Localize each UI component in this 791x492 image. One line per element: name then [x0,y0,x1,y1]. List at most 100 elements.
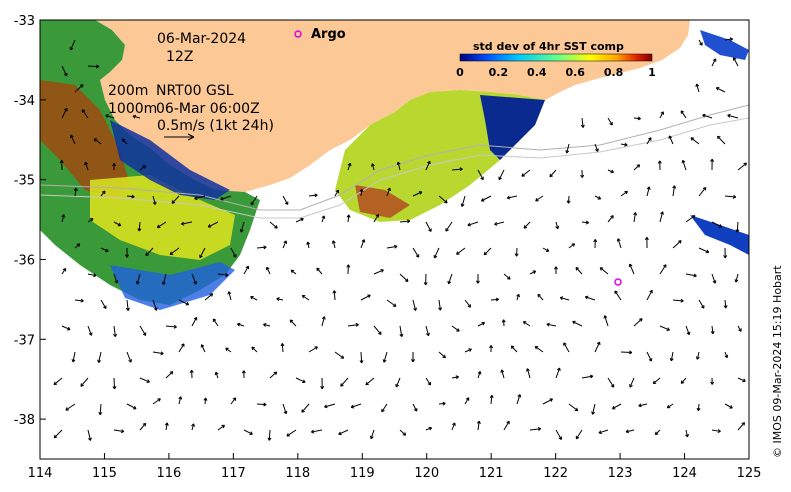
current-vector-head [729,405,733,409]
current-vector [494,221,505,225]
current-vector-head [178,396,183,400]
current-vector [629,263,635,275]
current-vector-head [80,84,84,88]
current-vector-head [717,135,721,140]
current-vector [347,214,350,223]
current-vector [464,348,472,353]
current-vector [477,420,480,431]
current-vector [585,296,596,301]
current-vector-head [565,150,570,154]
annotation-date: 06-Mar-2024 [157,31,246,47]
x-tick-label: 120 [414,466,439,481]
current-vector-head [220,196,224,201]
annotation-depth-200: 200m [108,83,148,99]
current-vector-head [105,114,109,118]
current-vector-head [442,401,446,406]
current-vector-head [84,161,88,166]
current-vector [316,267,323,275]
current-vector-head [735,229,740,233]
current-vector-head [395,383,399,388]
current-vector-head [413,408,418,412]
current-vector [567,195,570,204]
current-vector [61,65,68,77]
current-vector [737,325,742,332]
current-vector [290,269,297,275]
current-vector [607,117,613,126]
current-vector-head [589,374,594,379]
current-vector [61,268,67,275]
current-vector-head [301,409,305,413]
current-vector [477,322,485,327]
current-vector-head [742,378,746,383]
current-vector [373,214,379,223]
y-tick-label: -33 [14,14,35,29]
current-vector-head [614,290,618,294]
current-vector [61,214,65,223]
current-vector-head [445,228,449,232]
current-vector-head [169,371,174,375]
current-vector [451,325,460,332]
current-vector [724,403,733,409]
current-vector-head [89,218,94,222]
current-vector [672,299,684,302]
current-vector [53,377,63,385]
current-vector [697,403,700,411]
current-vector-head [132,114,136,119]
current-vector [165,325,177,328]
current-vector-head [571,243,576,247]
current-vector-head [114,280,119,284]
current-vector-head [693,273,697,278]
current-vector-head [467,304,472,308]
current-vector-head [117,222,122,227]
current-vector-head [105,248,109,253]
current-vector-head [415,254,420,258]
current-vector-head [413,307,417,311]
current-vector-head [475,280,480,284]
current-vector-head [715,86,720,91]
current-vector-head [249,431,253,435]
current-vector-head [646,186,651,190]
current-vector [646,137,652,145]
current-vector [100,299,107,309]
current-vector-head [710,330,715,335]
current-vector [126,351,132,363]
x-tick-label: 122 [543,466,568,481]
current-vector-head [743,162,748,167]
current-vector-head [180,221,185,226]
current-vector [698,299,705,309]
current-vector [100,247,109,252]
current-vector-head [411,359,415,363]
current-vector [620,143,628,146]
current-vector [126,299,129,311]
current-vector-head [680,298,684,303]
current-vector-head [500,369,505,373]
current-vector [682,160,687,171]
current-vector-head [63,72,68,77]
current-vector-head [480,198,485,202]
current-vector [724,351,728,358]
current-vector-head [426,332,430,337]
current-vector [617,238,622,249]
current-vector-head [67,326,71,331]
current-vector [711,273,716,284]
current-vector [456,247,466,255]
current-vector-head [438,307,443,311]
current-vector-head [221,424,225,429]
current-vector [263,323,271,327]
current-vector [340,377,349,387]
current-vector-head [727,113,731,118]
current-vector-head [668,135,673,139]
current-vector-head [521,173,525,177]
current-vector-head [346,214,351,218]
current-vector-head [250,295,254,300]
x-tick-label: 125 [737,466,762,481]
current-vector-head [160,351,164,356]
current-vector-head [580,174,585,178]
current-vector [360,294,371,301]
current-vector-head [284,201,289,205]
current-vector-head [537,293,541,298]
argo-label: Argo [311,27,346,42]
current-vector-head [338,431,342,436]
current-vector-head [738,328,742,332]
current-vector-head [494,221,498,226]
